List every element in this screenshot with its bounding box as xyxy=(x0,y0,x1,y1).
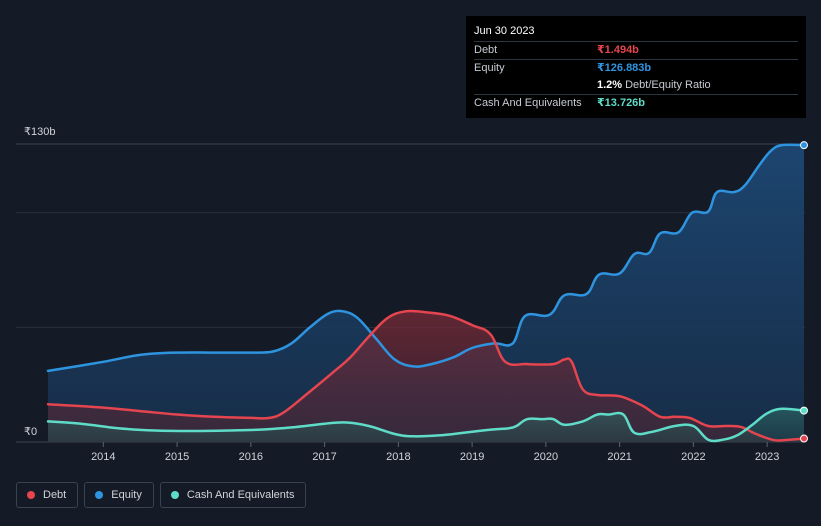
tooltip-debt-label: Debt xyxy=(474,44,498,56)
series-end-markers xyxy=(800,141,808,443)
legend-cash-label: Cash And Equivalents xyxy=(186,489,295,501)
equity-end-point xyxy=(800,141,808,150)
x-tick-label: 2018 xyxy=(386,451,410,463)
tooltip-date: Jun 30 2023 xyxy=(474,25,535,37)
x-tick-label: 2019 xyxy=(460,451,484,463)
tooltip-row-equity: Equity ₹126.883b xyxy=(474,59,798,77)
legend-item-equity[interactable]: Equity xyxy=(84,482,154,508)
debt-end-point xyxy=(800,434,808,443)
legend-equity-label: Equity xyxy=(111,489,142,501)
legend-debt-dot-icon xyxy=(27,491,35,499)
y-axis-top-label: ₹130b xyxy=(24,126,55,138)
axis-labels: ₹130b ₹0 xyxy=(24,126,55,438)
debt-line xyxy=(46,309,806,442)
tooltip-ratio-label: Debt/Equity Ratio xyxy=(625,79,711,91)
x-tick-label: 2021 xyxy=(607,451,631,463)
series-lines xyxy=(46,143,806,443)
cash-and-equivalents-end-point xyxy=(800,406,808,415)
legend-item-cash[interactable]: Cash And Equivalents xyxy=(159,482,307,508)
tooltip-debt-value: ₹1.494b xyxy=(597,44,639,56)
x-tick-label: 2017 xyxy=(312,451,336,463)
tooltip-equity-value: ₹126.883b xyxy=(597,62,652,74)
x-tick-label: 2016 xyxy=(239,451,263,463)
tooltip-ratio-spacer xyxy=(474,77,597,94)
tooltip-row-cash: Cash And Equivalents ₹13.726b xyxy=(474,94,798,112)
tooltip-row-ratio: 1.2% Debt/Equity Ratio xyxy=(474,77,798,94)
legend-cash-dot-icon xyxy=(170,491,179,499)
data-tooltip: Jun 30 2023 Debt ₹1.494b Equity ₹126.883… xyxy=(466,16,806,118)
tooltip-ratio-value: 1.2% xyxy=(597,79,623,91)
cash-and-equivalents-area xyxy=(48,408,804,442)
legend-debt-label: Debt xyxy=(43,489,67,501)
cash-and-equivalents-line xyxy=(46,407,806,443)
x-tick-label: 2022 xyxy=(681,451,705,463)
tooltip-cash-label: Cash And Equivalents xyxy=(474,97,582,109)
equity-area xyxy=(48,144,804,442)
x-tick-label: 2023 xyxy=(755,451,779,463)
tooltip-row-debt: Debt ₹1.494b xyxy=(474,41,798,59)
x-tick-label: 2020 xyxy=(534,451,558,463)
legend-equity-dot-icon xyxy=(95,491,104,499)
x-tick-label: 2015 xyxy=(165,451,189,463)
tooltip-cash-value: ₹13.726b xyxy=(597,97,646,109)
tooltip-equity-label: Equity xyxy=(474,62,505,74)
x-axis-ticks: 2014 2015 2016 2017 2018 2019 2020 2021 2022 2023 xyxy=(91,442,779,463)
legend-item-debt[interactable]: Debt xyxy=(16,482,79,508)
chart-legend: Debt Equity Cash And Equivalents xyxy=(16,482,307,508)
series-areas xyxy=(48,144,804,442)
equity-line xyxy=(46,143,806,373)
x-tick-label: 2014 xyxy=(91,451,115,463)
y-axis-bottom-label: ₹0 xyxy=(24,426,37,438)
debt-area xyxy=(48,310,804,442)
